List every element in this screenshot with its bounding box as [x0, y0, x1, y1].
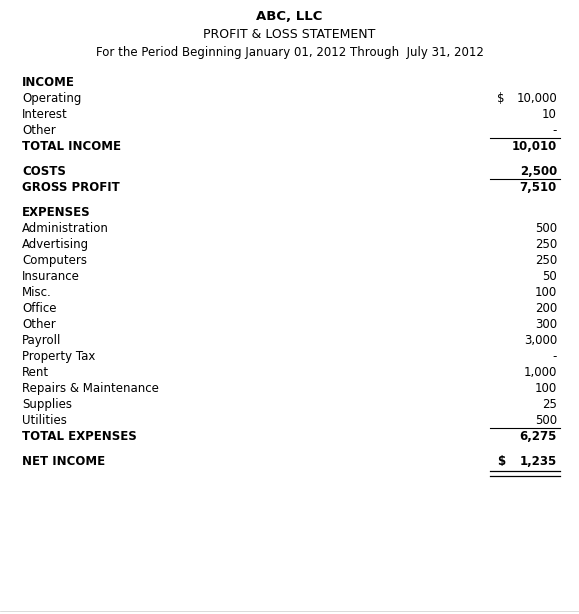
Text: 250: 250	[535, 254, 557, 267]
Text: 100: 100	[535, 286, 557, 299]
Text: Computers: Computers	[22, 254, 87, 267]
Text: NET INCOME: NET INCOME	[22, 455, 105, 468]
Text: -: -	[552, 350, 557, 363]
Text: $: $	[497, 455, 505, 468]
Text: INCOME: INCOME	[22, 76, 75, 89]
Text: GROSS PROFIT: GROSS PROFIT	[22, 181, 120, 194]
Text: 500: 500	[535, 414, 557, 427]
Text: Supplies: Supplies	[22, 398, 72, 411]
Text: 250: 250	[535, 238, 557, 251]
Text: $: $	[497, 92, 505, 105]
Text: 2,500: 2,500	[520, 165, 557, 178]
Text: 1,235: 1,235	[520, 455, 557, 468]
Text: 100: 100	[535, 382, 557, 395]
Text: Operating: Operating	[22, 92, 82, 105]
Text: TOTAL EXPENSES: TOTAL EXPENSES	[22, 430, 137, 443]
Text: Other: Other	[22, 124, 56, 137]
Text: 7,510: 7,510	[520, 181, 557, 194]
Text: 10: 10	[542, 108, 557, 121]
Text: Misc.: Misc.	[22, 286, 52, 299]
Text: Rent: Rent	[22, 366, 49, 379]
Text: Insurance: Insurance	[22, 270, 80, 283]
Text: -: -	[552, 124, 557, 137]
Text: Property Tax: Property Tax	[22, 350, 96, 363]
Text: 200: 200	[535, 302, 557, 315]
Text: TOTAL INCOME: TOTAL INCOME	[22, 140, 121, 153]
Text: Advertising: Advertising	[22, 238, 89, 251]
Text: Other: Other	[22, 318, 56, 331]
Text: Repairs & Maintenance: Repairs & Maintenance	[22, 382, 159, 395]
Text: 500: 500	[535, 222, 557, 235]
Text: Interest: Interest	[22, 108, 68, 121]
Text: ABC, LLC: ABC, LLC	[256, 10, 323, 23]
Text: Office: Office	[22, 302, 57, 315]
Text: 300: 300	[535, 318, 557, 331]
Text: Payroll: Payroll	[22, 334, 61, 347]
Text: Utilities: Utilities	[22, 414, 67, 427]
Text: 3,000: 3,000	[524, 334, 557, 347]
Text: COSTS: COSTS	[22, 165, 66, 178]
Text: For the Period Beginning January 01, 2012 Through  July 31, 2012: For the Period Beginning January 01, 201…	[96, 46, 483, 59]
Text: Administration: Administration	[22, 222, 109, 235]
Text: 6,275: 6,275	[519, 430, 557, 443]
Text: 25: 25	[542, 398, 557, 411]
Text: 50: 50	[543, 270, 557, 283]
Text: PROFIT & LOSS STATEMENT: PROFIT & LOSS STATEMENT	[203, 28, 376, 41]
Text: 10,010: 10,010	[512, 140, 557, 153]
Text: 1,000: 1,000	[523, 366, 557, 379]
Text: 10,000: 10,000	[516, 92, 557, 105]
Text: EXPENSES: EXPENSES	[22, 206, 91, 219]
